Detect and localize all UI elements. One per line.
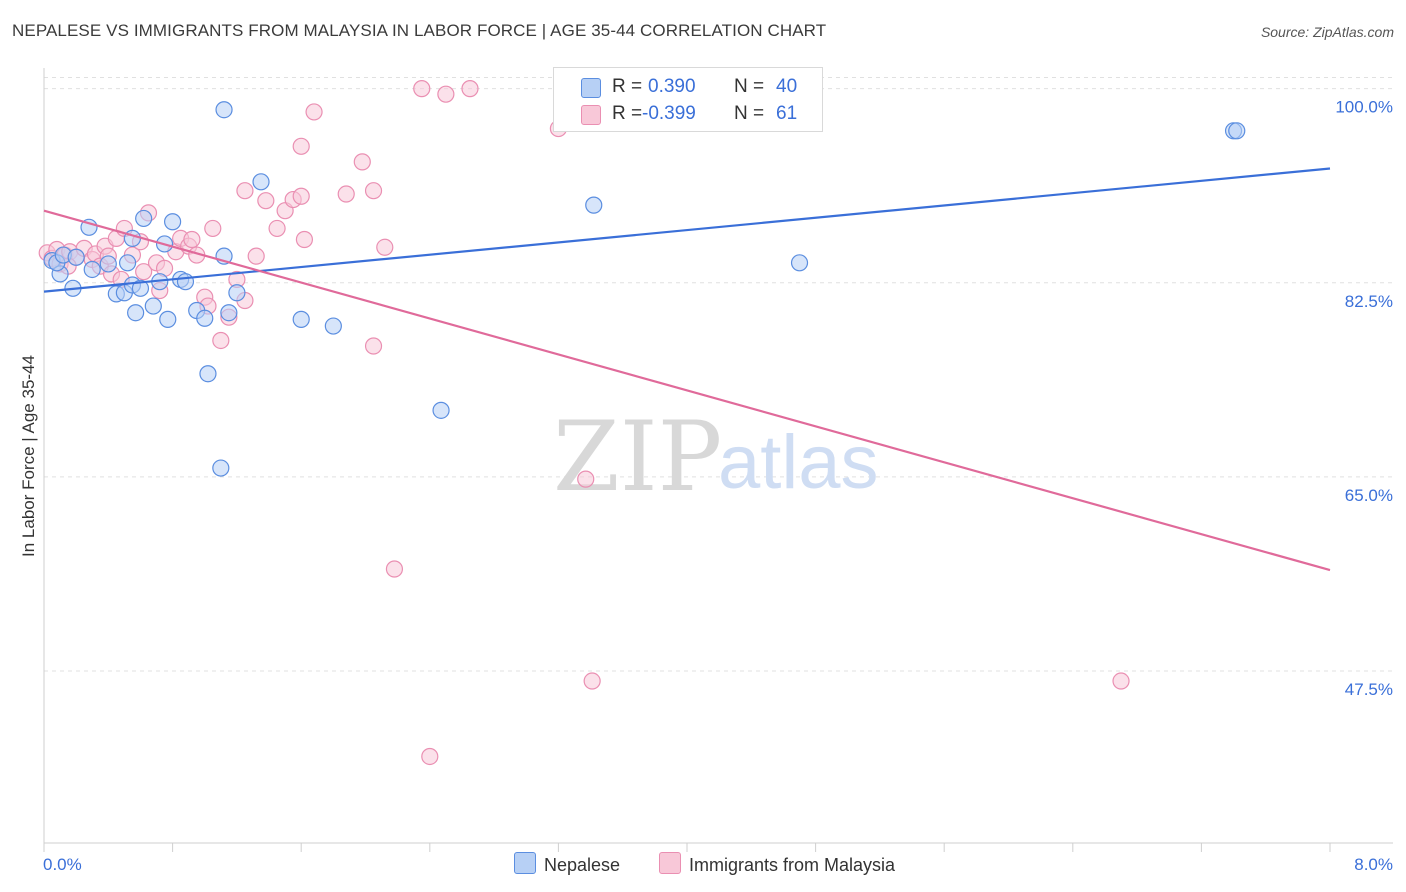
legend-n-value: 40 [776, 76, 798, 97]
legend-row-malaysia: R = -0.399 N = 61 [554, 102, 822, 128]
nepalese-trend-line [43, 167, 1331, 293]
malaysia-point [583, 672, 601, 690]
legend-r-label: R = [612, 103, 643, 124]
malaysia-point [461, 80, 479, 98]
legend-n-label: N = [734, 76, 765, 97]
legend-swatch-pink [581, 105, 601, 125]
malaysia-point [268, 219, 286, 238]
nepalese-point [99, 255, 117, 273]
bottom-legend-label: Immigrants from Malaysia [689, 855, 896, 875]
y-tick-label: 82.5% [1345, 292, 1393, 311]
legend-r-label: R = [612, 76, 643, 97]
bottom-legend-label: Nepalese [544, 855, 621, 875]
malaysia-point [437, 85, 455, 103]
nepalese-point [215, 101, 233, 119]
y-axis-label: In Labor Force | Age 35-44 [19, 355, 38, 557]
malaysia-point [295, 230, 314, 249]
malaysia-point [364, 337, 383, 355]
nepalese-point [176, 273, 195, 291]
legend-swatch-blue [581, 78, 601, 98]
nepalese-point [252, 173, 270, 191]
nepalese-point [131, 279, 150, 297]
malaysia-point [204, 219, 222, 238]
malaysia-point [337, 185, 355, 203]
nepalese-point [1228, 122, 1246, 140]
nepalese-point [196, 309, 214, 327]
x-tick-label: 0.0% [43, 855, 82, 874]
nepalese-point [212, 459, 230, 477]
correlation-legend: R = 0.390 N = 40 R = -0.399 N = 61 [553, 67, 823, 132]
bottom-legend-nepalese: Nepalese [514, 852, 620, 876]
malaysia-point [236, 182, 254, 200]
legend-r-value: 0.390 [648, 76, 696, 97]
malaysia-point [364, 182, 383, 200]
y-tick-label: 47.5% [1345, 680, 1393, 699]
axis-layer: 47.5% 65.0% 82.5% 100.0% 0.0% 8.0% [43, 68, 1393, 874]
malaysia-trend-line [43, 209, 1331, 572]
bottom-legend-swatch-pink [659, 852, 681, 874]
chart-title: NEPALESE VS IMMIGRANTS FROM MALAYSIA IN … [12, 21, 827, 40]
nepalese-point [324, 317, 342, 335]
bottom-legend-malaysia: Immigrants from Malaysia [659, 852, 895, 876]
legend-n-label: N = [734, 103, 765, 124]
malaysia-point [413, 80, 431, 98]
nepalese-point [67, 248, 85, 266]
malaysia-point [247, 247, 265, 265]
malaysia-point [1112, 672, 1130, 690]
grid-layer [44, 77, 1392, 672]
watermark-atlas: atlas [718, 420, 879, 505]
malaysia-point [183, 230, 201, 249]
malaysia-point [305, 103, 323, 121]
nepalese-point [135, 209, 153, 228]
malaysia-point [212, 331, 230, 350]
x-tick-label: 8.0% [1354, 855, 1393, 874]
nepalese-point [118, 254, 137, 272]
malaysia-point [292, 187, 310, 205]
nepalese-point [790, 254, 809, 272]
nepalese-point [585, 196, 603, 214]
malaysia-point [135, 263, 153, 281]
y-tick-label: 100.0% [1335, 98, 1393, 117]
nepalese-point [292, 310, 310, 328]
malaysia-point [376, 238, 394, 256]
nepalese-point [228, 284, 246, 302]
nepalese-point [127, 304, 145, 322]
malaysia-point [292, 137, 310, 155]
nepalese-point [432, 401, 450, 419]
legend-n-value: 61 [776, 103, 798, 124]
legend-row-nepalese: R = 0.390 N = 40 [554, 75, 822, 101]
nepalese-point [83, 260, 101, 279]
malaysia-point [421, 747, 439, 766]
y-tick-label: 65.0% [1345, 486, 1393, 505]
nepalese-point [220, 304, 238, 322]
nepalese-point [144, 297, 162, 315]
trend-layer [43, 167, 1331, 572]
malaysia-point [353, 153, 371, 171]
nepalese-point [164, 213, 182, 231]
watermark-zip: ZIP [553, 401, 722, 513]
legend-r-value: -0.399 [642, 103, 696, 124]
nepalese-point [159, 310, 177, 328]
source-label: Source: ZipAtlas.com [1260, 24, 1394, 40]
bottom-legend-swatch-blue [514, 852, 536, 874]
malaysia-point [385, 560, 404, 578]
malaysia-point [257, 192, 275, 210]
malaysia-point [577, 470, 595, 488]
nepalese-point [199, 365, 217, 383]
